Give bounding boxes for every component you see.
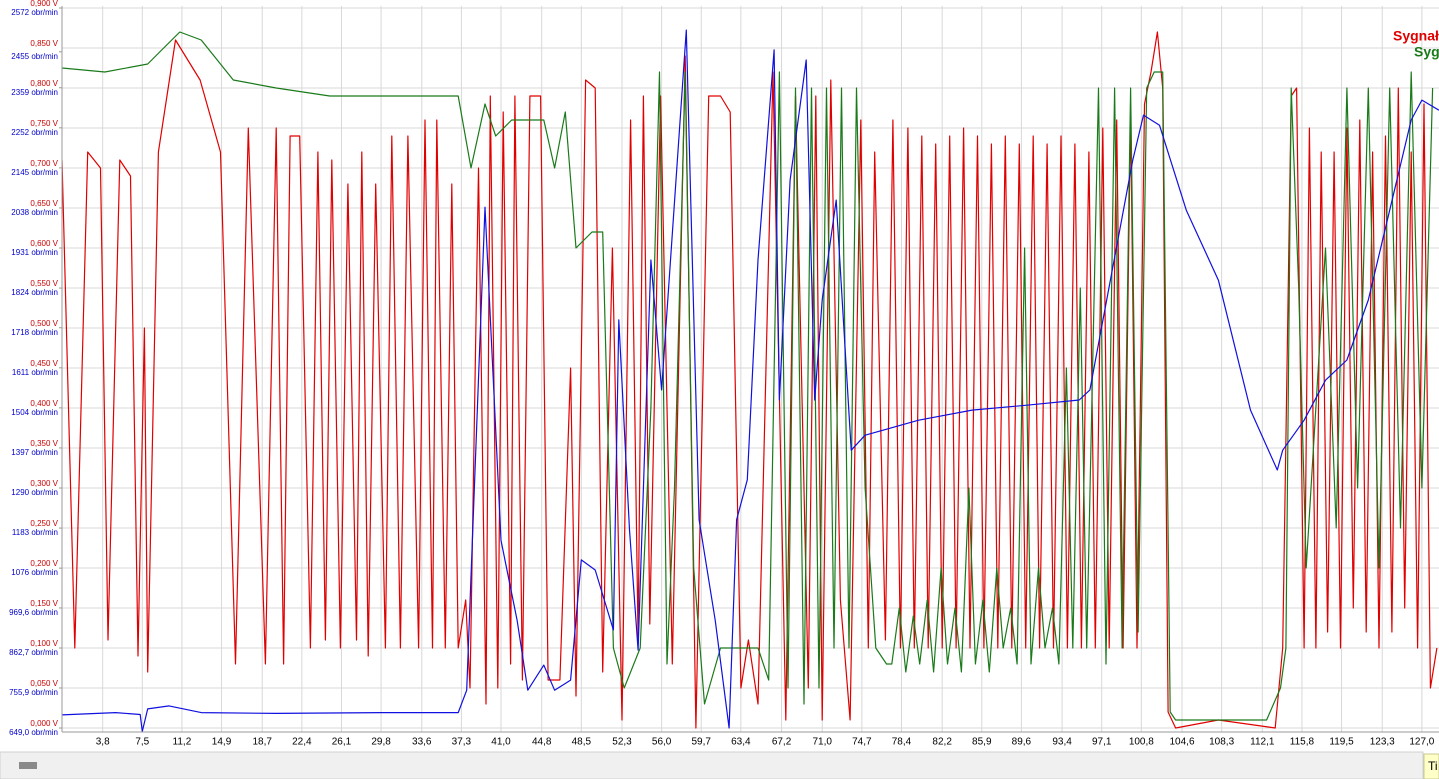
corner-button[interactable] — [1423, 753, 1439, 779]
x-tick-label: 3,8 — [96, 737, 110, 748]
y-tick-label: 0,600 V — [30, 239, 58, 248]
legend-entry: Sygnał — [1393, 28, 1439, 44]
y2-tick-label: 1076 obr/min — [11, 568, 58, 577]
y-tick-label: 0,650 V — [30, 199, 58, 208]
scrollbar[interactable] — [0, 751, 1424, 779]
scrollbar-thumb[interactable] — [19, 762, 37, 769]
y-tick-label: 0,800 V — [30, 79, 58, 88]
y2-tick-label: 1611 obr/min — [12, 368, 58, 377]
x-tick-label: 100,8 — [1129, 737, 1154, 748]
y2-tick-label: 2038 obr/min — [11, 208, 58, 217]
corner-label: Ti — [1428, 759, 1438, 773]
y2-tick-label: 2359 obr/min — [11, 88, 58, 97]
y2-tick-label: 862,7 obr/min — [9, 648, 58, 657]
x-tick-label: 115,8 — [1290, 737, 1315, 748]
x-tick-label: 44,8 — [532, 737, 552, 748]
plot-area — [62, 29, 1439, 732]
x-tick-label: 63,4 — [731, 737, 751, 748]
x-tick-label: 85,9 — [972, 737, 992, 748]
y-tick-label: 0,900 V — [30, 0, 58, 8]
y2-tick-label: 2252 obr/min — [11, 128, 58, 137]
y2-tick-label: 1290 obr/min — [11, 488, 58, 497]
y2-tick-label: 1824 obr/min — [11, 288, 58, 297]
x-tick-label: 112,1 — [1250, 737, 1275, 748]
x-tick-label: 18,7 — [252, 737, 272, 748]
y-tick-label: 0,400 V — [30, 399, 58, 408]
series-line — [62, 31, 1434, 721]
y-tick-label: 0,150 V — [30, 599, 58, 608]
y2-tick-label: 649,0 obr/min — [9, 728, 58, 737]
x-tick-label: 108,3 — [1209, 737, 1234, 748]
y-tick-label: 0,450 V — [30, 359, 58, 368]
x-tick-label: 14,9 — [212, 737, 232, 748]
series-line — [62, 29, 1439, 732]
x-tick-label: 56,0 — [652, 737, 672, 748]
x-tick-label: 89,6 — [1012, 737, 1032, 748]
y-tick-label: 0,200 V — [30, 559, 58, 568]
y-tick-label: 0,850 V — [30, 39, 58, 48]
x-tick-label: 33,6 — [412, 737, 432, 748]
y2-tick-label: 969,6 obr/min — [9, 608, 58, 617]
y-tick-label: 0,250 V — [30, 519, 58, 528]
y-tick-label: 0,100 V — [30, 639, 58, 648]
y-tick-label: 0,750 V — [30, 119, 58, 128]
x-tick-label: 127,0 — [1409, 737, 1434, 748]
y2-tick-label: 1931 obr/min — [11, 248, 58, 257]
y2-tick-label: 1183 obr/min — [12, 528, 58, 537]
x-tick-label: 11,2 — [173, 737, 192, 748]
y2-tick-label: 1397 obr/min — [11, 448, 58, 457]
y2-tick-label: 2145 obr/min — [11, 168, 58, 177]
x-tick-label: 52,3 — [612, 737, 632, 748]
y2-tick-label: 1504 obr/min — [11, 408, 58, 417]
x-tick-label: 71,0 — [813, 737, 833, 748]
y-tick-label: 0,700 V — [30, 159, 58, 168]
x-tick-label: 59,7 — [692, 737, 712, 748]
y2-tick-label: 1718 obr/min — [11, 328, 58, 337]
y-tick-label: 0,050 V — [30, 679, 58, 688]
legend-entry: Syg — [1414, 44, 1439, 60]
y-tick-label: 0,000 V — [30, 719, 58, 728]
y-tick-label: 0,550 V — [30, 279, 58, 288]
x-tick-label: 119,5 — [1329, 737, 1354, 748]
x-tick-label: 123,3 — [1370, 737, 1395, 748]
x-tick-label: 104,6 — [1170, 737, 1195, 748]
x-tick-label: 82,2 — [932, 737, 952, 748]
x-tick-label: 37,3 — [452, 737, 472, 748]
x-tick-label: 41,0 — [491, 737, 511, 748]
x-tick-label: 7,5 — [135, 737, 149, 748]
x-tick-label: 78,4 — [892, 737, 912, 748]
x-tick-label: 93,4 — [1052, 737, 1072, 748]
x-tick-label: 67,2 — [772, 737, 792, 748]
x-tick-label: 22,4 — [292, 737, 312, 748]
y-tick-label: 0,350 V — [30, 439, 58, 448]
x-tick-label: 26,1 — [332, 737, 352, 748]
y2-tick-label: 755,9 obr/min — [9, 688, 58, 697]
x-tick-label: 97,1 — [1092, 737, 1112, 748]
x-tick-label: 29,8 — [371, 737, 391, 748]
y-tick-label: 0,500 V — [30, 319, 58, 328]
y-tick-label: 0,300 V — [30, 479, 58, 488]
x-tick-label: 48,5 — [572, 737, 592, 748]
y2-tick-label: 2572 obr/min — [11, 8, 58, 17]
y2-tick-label: 2455 obr/min — [11, 52, 58, 61]
x-tick-label: 74,7 — [852, 737, 872, 748]
